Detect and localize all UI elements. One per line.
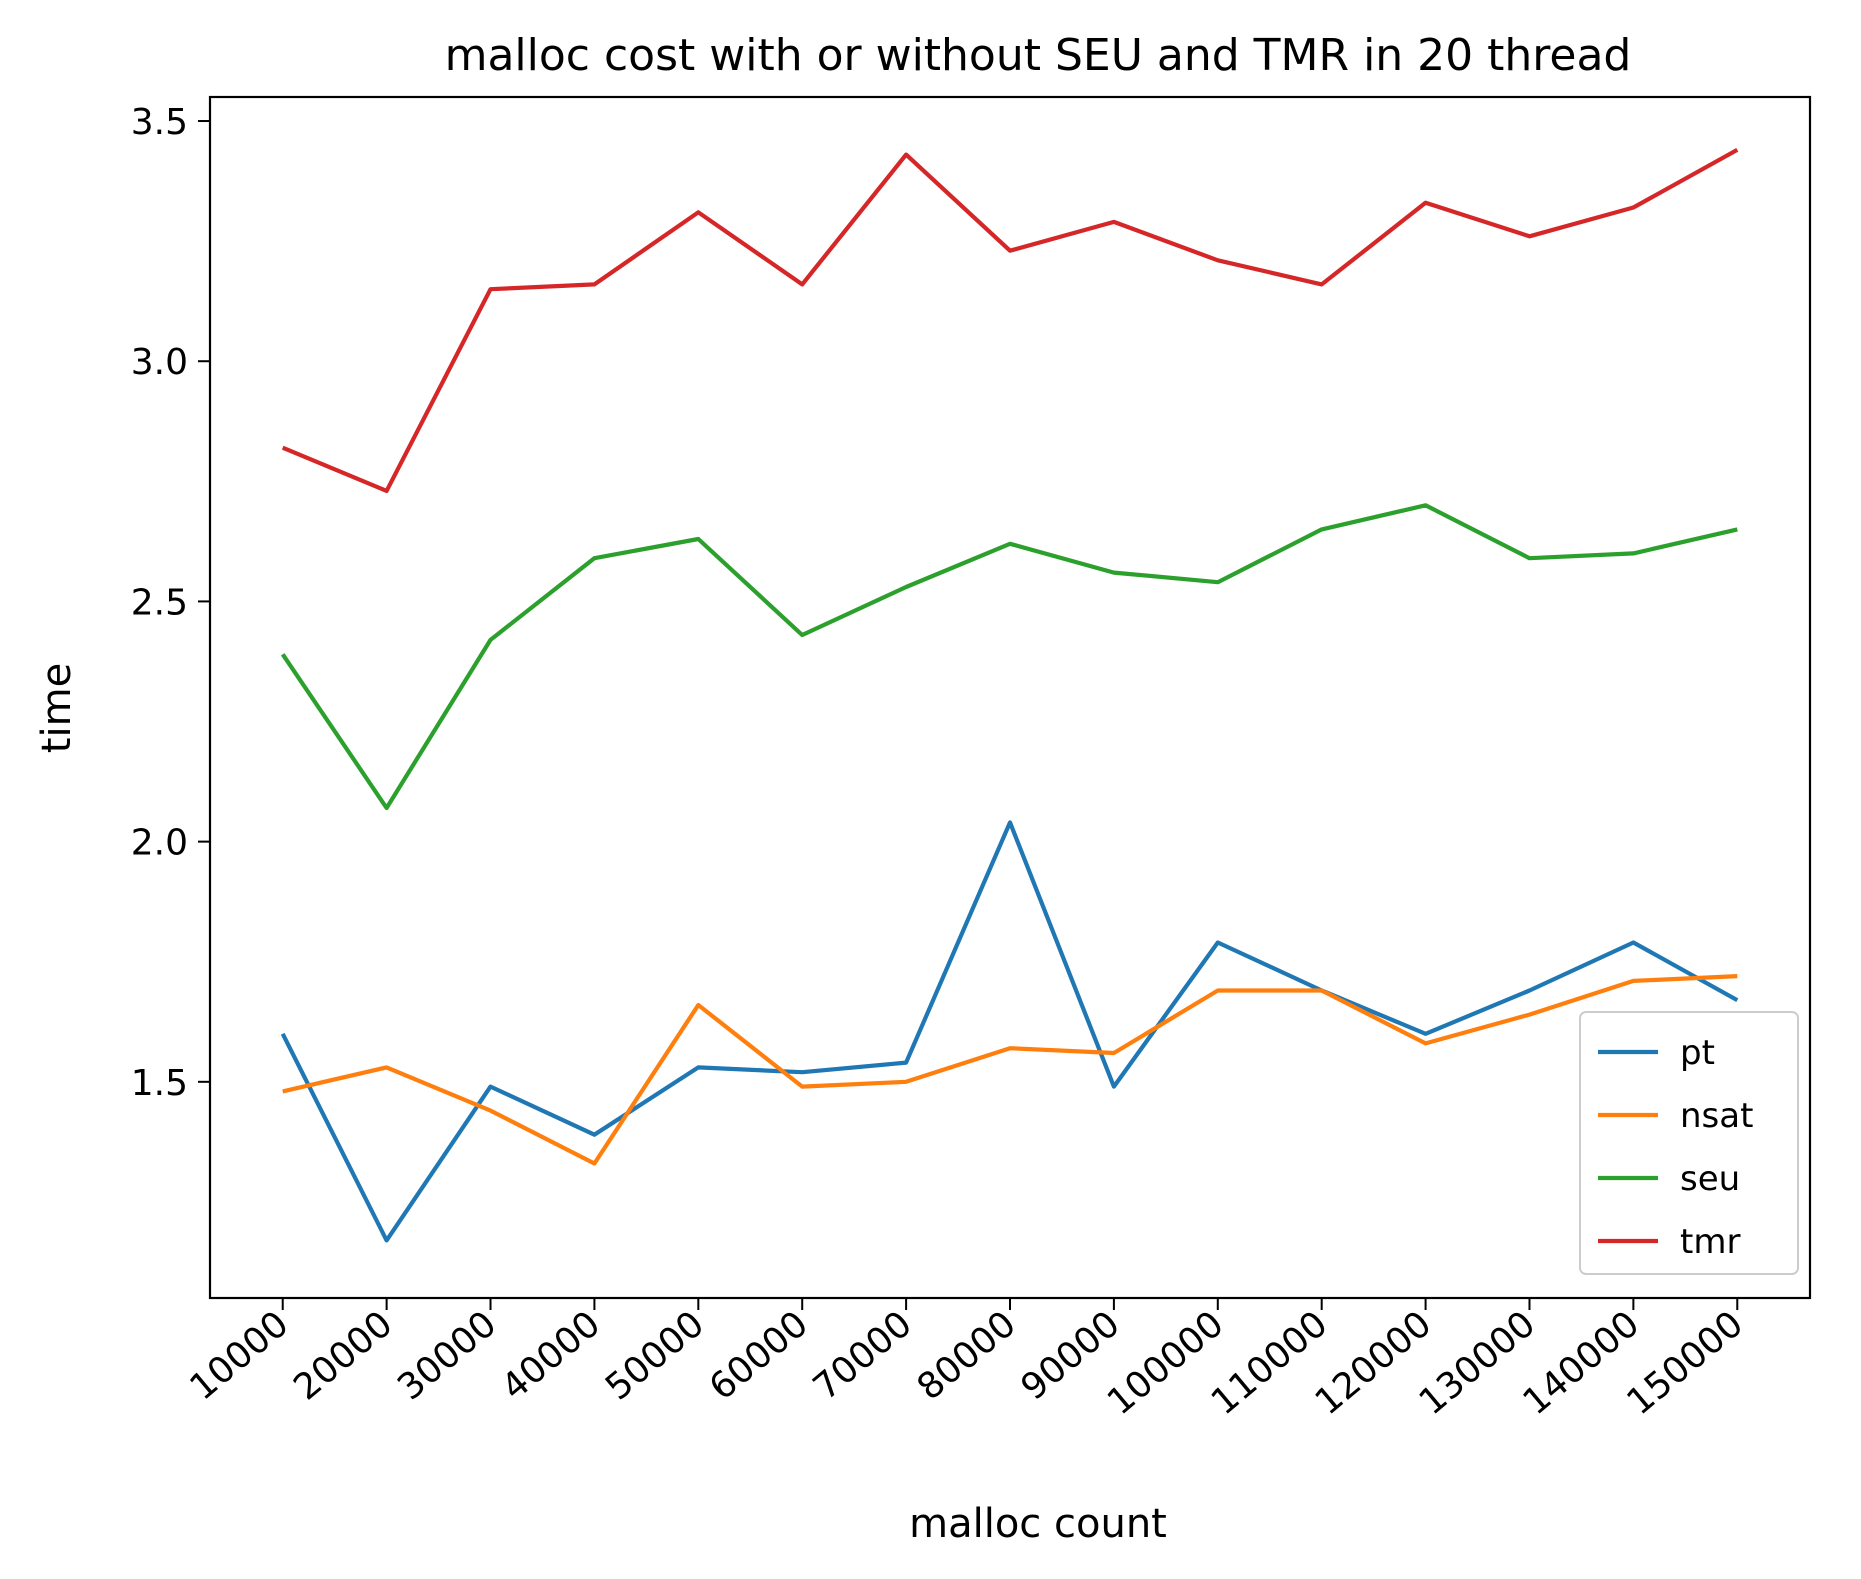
x-tick-label: 30000: [390, 1303, 504, 1408]
series-line-tmr: [281, 147, 1739, 493]
x-tick-label: 100000: [1100, 1303, 1232, 1423]
x-tick-label: 120000: [1308, 1303, 1440, 1423]
series-line-seu: [280, 503, 1738, 811]
x-tick-label: 80000: [910, 1303, 1024, 1408]
y-tick-label: 2.0: [131, 823, 188, 864]
legend-label-seu: seu: [1680, 1159, 1740, 1199]
x-tick-label: 150000: [1619, 1303, 1751, 1423]
legend-box: [1579, 1011, 1799, 1275]
y-tick-label: 3.0: [131, 342, 188, 383]
x-axis-label: malloc count: [909, 1501, 1167, 1547]
y-axis-label: time: [34, 663, 80, 753]
series-line-pt: [280, 820, 1739, 1243]
x-tick-label: 60000: [702, 1303, 816, 1408]
x-tick-label: 140000: [1516, 1303, 1648, 1423]
chart-title: malloc cost with or without SEU and TMR …: [445, 30, 1632, 81]
y-tick-label: 3.5: [131, 102, 188, 143]
x-tick-label: 20000: [286, 1303, 400, 1408]
plot-frame: [208, 95, 1812, 1300]
y-tick-label: 1.5: [131, 1063, 188, 1104]
legend-label-pt: pt: [1680, 1033, 1715, 1073]
y-tick-label: 2.5: [131, 582, 188, 623]
x-tick-label: 10000: [182, 1303, 296, 1408]
x-tick-label: 110000: [1204, 1303, 1336, 1423]
x-tick-label: 70000: [806, 1303, 920, 1408]
x-tick-label: 130000: [1412, 1303, 1544, 1423]
x-tick-label: 40000: [494, 1303, 608, 1408]
legend-label-tmr: tmr: [1680, 1222, 1740, 1262]
series-line-nsat: [282, 974, 1738, 1166]
x-tick-label: 50000: [598, 1303, 712, 1408]
legend-label-nsat: nsat: [1680, 1096, 1753, 1136]
